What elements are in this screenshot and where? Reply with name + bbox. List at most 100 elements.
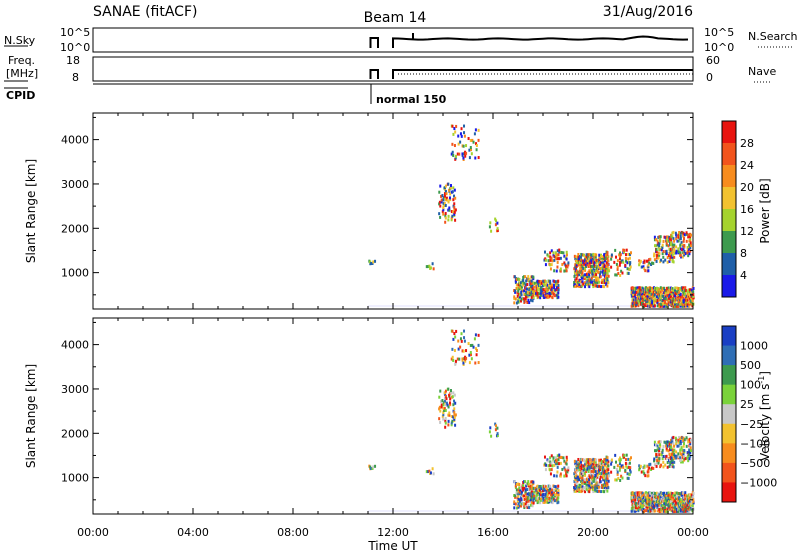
velocity-cell bbox=[447, 413, 450, 417]
velocity-cell bbox=[676, 503, 679, 507]
velocity-cell bbox=[549, 488, 552, 492]
power-cell bbox=[577, 270, 580, 274]
power-cell bbox=[556, 253, 559, 257]
power-cell bbox=[544, 289, 547, 293]
power-cell bbox=[578, 263, 581, 267]
velocity-data bbox=[368, 329, 695, 514]
velocity-cell bbox=[647, 468, 650, 472]
time-axis-label: Time UT bbox=[367, 539, 418, 553]
velocity-cell bbox=[585, 487, 588, 491]
power-cell bbox=[537, 285, 540, 289]
power-cell bbox=[588, 259, 591, 263]
velocity-cell bbox=[550, 488, 553, 492]
power-cell bbox=[687, 249, 690, 253]
power-cell bbox=[662, 249, 665, 253]
power-cell bbox=[596, 276, 599, 280]
velocity-cell bbox=[452, 391, 455, 395]
velocity-cell bbox=[689, 446, 692, 450]
power-cell bbox=[457, 134, 460, 138]
power-cell bbox=[524, 285, 527, 289]
power-cell bbox=[649, 300, 652, 304]
power-cell bbox=[558, 250, 561, 254]
velocity-cell bbox=[627, 457, 630, 461]
power-cell bbox=[603, 281, 606, 285]
velocity-cell bbox=[648, 466, 651, 470]
velocity-cell bbox=[675, 491, 678, 495]
power-cell bbox=[655, 256, 658, 260]
power-cell bbox=[531, 283, 534, 287]
power-cell bbox=[664, 236, 667, 240]
velocity-cell bbox=[670, 497, 673, 501]
power-cell bbox=[441, 194, 444, 198]
power-cell bbox=[531, 289, 534, 293]
power-cell bbox=[577, 283, 580, 287]
colorbar-tick-label: −25 bbox=[740, 418, 763, 431]
power-cell bbox=[593, 253, 596, 257]
velocity-cell bbox=[555, 458, 558, 462]
velocity-cell bbox=[528, 484, 531, 488]
velocity-cell bbox=[622, 453, 625, 457]
velocity-cell bbox=[673, 509, 676, 513]
velocity-cell bbox=[671, 492, 674, 496]
power-cell bbox=[633, 298, 636, 302]
power-cell bbox=[615, 262, 618, 266]
velocity-cell bbox=[445, 401, 448, 405]
power-cell bbox=[600, 257, 603, 261]
power-cell bbox=[559, 267, 562, 271]
power-cell bbox=[629, 261, 632, 265]
power-ylabel: Slant Range [km] bbox=[24, 159, 38, 263]
power-cell bbox=[589, 267, 592, 271]
power-cell bbox=[652, 261, 655, 265]
power-cell bbox=[599, 273, 602, 277]
power-cell bbox=[551, 259, 554, 263]
velocity-cell bbox=[679, 509, 682, 513]
velocity-cell bbox=[664, 497, 667, 501]
velocity-cell bbox=[588, 479, 591, 483]
power-cell bbox=[677, 293, 680, 297]
power-cell bbox=[692, 294, 695, 298]
power-cell bbox=[688, 243, 691, 247]
velocity-cell bbox=[683, 495, 686, 499]
power-cell bbox=[477, 128, 480, 132]
velocity-cell bbox=[565, 474, 568, 478]
velocity-cell bbox=[671, 440, 674, 444]
power-cell bbox=[626, 267, 629, 271]
velocity-cell bbox=[638, 505, 641, 509]
velocity-cell bbox=[599, 472, 602, 476]
power-cell bbox=[443, 204, 446, 208]
velocity-cell bbox=[452, 415, 455, 419]
power-cell bbox=[624, 256, 627, 260]
power-cell bbox=[668, 295, 671, 299]
velocity-cell bbox=[666, 460, 669, 464]
velocity-cell bbox=[626, 472, 629, 476]
velocity-cell bbox=[678, 505, 681, 509]
velocity-cell bbox=[443, 391, 446, 395]
velocity-cell bbox=[553, 474, 556, 478]
velocity-cell bbox=[606, 456, 609, 460]
power-cell bbox=[683, 237, 686, 241]
velocity-cell bbox=[546, 496, 549, 500]
velocity-cell bbox=[524, 480, 527, 484]
velocity-cell bbox=[658, 507, 661, 511]
velocity-cell bbox=[668, 500, 671, 504]
velocity-cell bbox=[648, 463, 651, 467]
colorbar-tick-label: 12 bbox=[740, 225, 754, 238]
velocity-cell bbox=[477, 343, 480, 347]
velocity-cell bbox=[583, 464, 586, 468]
power-cell bbox=[605, 273, 608, 277]
power-cell bbox=[662, 255, 665, 259]
velocity-cell bbox=[542, 496, 545, 500]
velocity-cell bbox=[529, 494, 532, 498]
velocity-cell bbox=[520, 492, 523, 496]
power-cell bbox=[454, 218, 457, 222]
velocity-cell bbox=[605, 466, 608, 470]
power-cell bbox=[585, 255, 588, 259]
velocity-cell bbox=[638, 464, 641, 468]
power-cell bbox=[583, 259, 586, 263]
colorbar-tick-label: −100 bbox=[740, 437, 770, 450]
power-cell bbox=[533, 285, 536, 289]
power-cell bbox=[677, 247, 680, 251]
power-cell bbox=[669, 241, 672, 245]
power-cell bbox=[453, 212, 456, 216]
power-cell bbox=[527, 291, 530, 295]
